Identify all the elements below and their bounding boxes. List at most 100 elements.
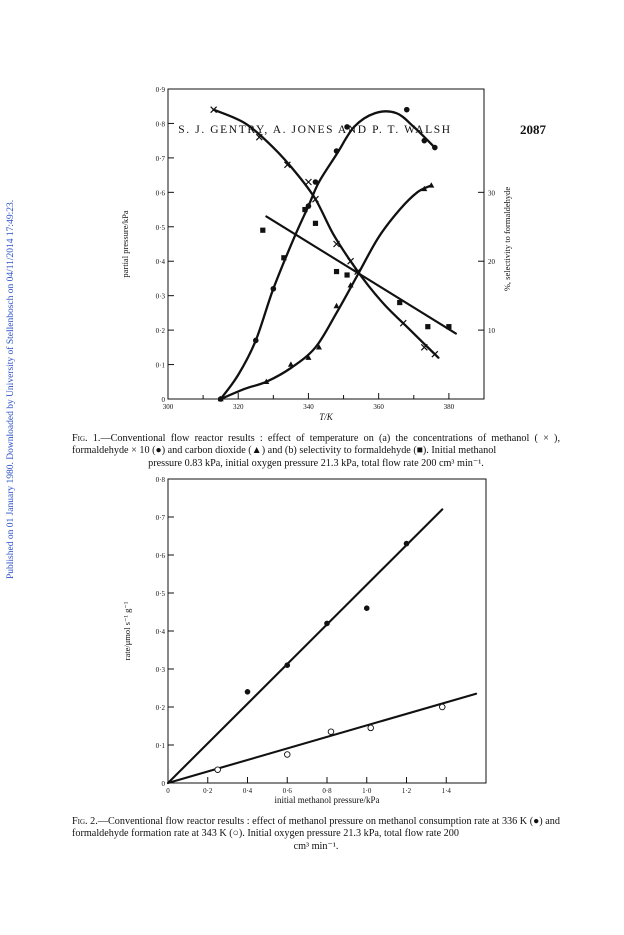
fig2-point-open-circle <box>439 703 446 711</box>
fig1-point-filled-triangle <box>287 361 294 367</box>
figure-1-caption-label: Fig. 1. <box>72 433 101 444</box>
fig1-point-filled-triangle <box>263 378 270 384</box>
fig2-y-tick-label: 0·2 <box>156 704 166 712</box>
fig1-y-tick-label: 0·8 <box>156 120 166 128</box>
figure-1-chart: 0 0·1 0·2 0·3 0·4 0·5 0·6 0·7 0·8 0·9 300 320 340 360… <box>120 86 512 422</box>
fig2-y-tick-label: 0·8 <box>156 476 166 484</box>
fig1-point-cross <box>431 350 439 358</box>
fig1-y-tick-label: 0·7 <box>156 155 166 163</box>
fig2-y-tick-label: 0·6 <box>156 552 166 560</box>
fig1-point-filled-square <box>260 227 266 233</box>
figure-2-caption: Fig. 2.—Conventional flow reactor result… <box>72 816 560 853</box>
fig1-y-tick-label: 0·3 <box>156 293 166 301</box>
fig1-x-tick-label: 320 <box>233 403 244 411</box>
fig2-x-tick-label: 0 <box>166 787 170 795</box>
fig1-x-tick-label: 340 <box>303 403 314 411</box>
fig1-point-filled-square <box>425 324 431 330</box>
fig2-y-tick-label: 0·7 <box>156 514 166 522</box>
fig1-point-filled-triangle <box>217 395 224 402</box>
fig2-point-open-circle <box>214 766 221 773</box>
fig1-point-cross <box>283 161 291 169</box>
fig2-y-tick-label: 0·1 <box>156 742 166 750</box>
fig1-point-cross <box>347 257 355 265</box>
fig2-x-tick-label: 0·4 <box>243 787 253 795</box>
fig1-curve-filled-triangle <box>219 184 433 401</box>
fig1-point-filled-circle <box>344 124 350 130</box>
fig1-y-tick-label: 0·9 <box>156 86 166 94</box>
fig2-x-tick-label: 0·6 <box>283 787 293 795</box>
fig2-point-filled-circle <box>403 540 410 547</box>
fig2-point-filled-circle <box>284 662 291 668</box>
fig1-point-cross <box>420 343 428 351</box>
fig1-point-filled-circle <box>421 137 428 144</box>
fig1-x-axis-label: T/K <box>319 412 334 422</box>
fig2-fit-line-filled-circle <box>166 508 444 785</box>
fig1-point-filled-triangle <box>305 354 312 360</box>
figure-1-caption-text: —Conventional flow reactor results : eff… <box>72 433 560 457</box>
fig1-point-filled-square <box>333 268 340 275</box>
figure-1-caption: Fig. 1.—Conventional flow reactor result… <box>72 433 560 470</box>
fig1-x-tick-label: 380 <box>444 403 455 411</box>
fig2-x-tick-label: 0·8 <box>322 787 332 795</box>
figure-2-caption-last-line: cm³ min⁻¹. <box>293 840 339 852</box>
fig2-x-axis-label: initial methanol pressure/kPa <box>275 795 380 805</box>
fig1-y2-axis-label: %, selectivity to formaldehyde <box>502 187 512 292</box>
fig2-y-axis-label: rate/μmol s⁻¹ g⁻¹ <box>122 601 132 660</box>
fig1-y-tick-label: 0·5 <box>156 224 166 232</box>
figure-1-caption-last-line: pressure 0.83 kPa, initial oxygen pressu… <box>148 457 484 469</box>
fig1-y-tick-label: 0 <box>162 396 166 404</box>
fig2-y-tick-label: 0·3 <box>156 666 166 674</box>
fig2-y-tick-label: 0·4 <box>156 628 166 636</box>
fig1-point-filled-square <box>281 255 287 261</box>
fig1-point-filled-square <box>446 324 452 330</box>
fig1-point-filled-circle <box>270 285 277 292</box>
fig1-point-cross <box>210 106 218 114</box>
fig2-point-open-circle <box>284 751 291 758</box>
fig2-x-tick-label: 1·2 <box>402 787 412 795</box>
figure-2-caption-text: —Conventional flow reactor results : eff… <box>72 816 560 840</box>
fig1-point-cross <box>399 319 407 327</box>
fig1-point-filled-triangle <box>347 282 354 288</box>
running-header: S. J. GENTRY, A. JONES AND P. T. WALSH 2… <box>0 62 624 137</box>
fig1-y-tick-label: 0·1 <box>156 362 166 370</box>
fig2-y-tick-label: 0·5 <box>156 590 166 598</box>
fig1-point-cross <box>305 178 312 186</box>
fig1-point-filled-square <box>397 299 403 306</box>
fig1-y-tick-label: 0·6 <box>156 189 166 197</box>
fig2-x-tick-label: 0·2 <box>203 787 213 795</box>
fig1-y2-tick-label: 30 <box>488 189 496 197</box>
fig1-point-filled-square <box>302 206 308 213</box>
fig1-point-filled-triangle <box>428 182 435 188</box>
fig1-y2-tick-label: 20 <box>488 258 496 266</box>
fig1-point-cross <box>255 133 263 141</box>
figure-2-caption-label: Fig. 2. <box>72 816 98 827</box>
fig1-point-filled-circle <box>333 148 340 154</box>
fig1-x-tick-label: 300 <box>163 403 174 411</box>
fig1-x-tick-label: 360 <box>373 403 384 411</box>
fig2-x-tick-label: 1·4 <box>442 787 452 795</box>
fig1-point-filled-triangle <box>333 302 340 309</box>
fig2-point-filled-circle <box>363 605 370 611</box>
fig2-point-filled-circle <box>324 620 330 627</box>
fig1-point-filled-circle <box>403 106 410 113</box>
fig2-point-open-circle <box>367 724 374 732</box>
fig1-point-filled-square <box>312 220 319 226</box>
fig1-point-filled-circle <box>432 144 438 151</box>
fig1-point-filled-circle <box>252 337 259 344</box>
fig1-point-filled-square <box>344 272 350 278</box>
fig2-y-tick-label: 0 <box>162 780 166 788</box>
fig1-curve-cross <box>212 108 440 359</box>
fig2-point-filled-circle <box>244 689 251 695</box>
fig1-point-filled-triangle <box>421 185 428 192</box>
fig1-y2-tick-label: 10 <box>488 327 496 335</box>
fig2-point-open-circle <box>327 728 335 735</box>
fig1-point-filled-circle <box>312 179 319 185</box>
fig1-frame <box>167 88 485 400</box>
fig1-y-axis-label: partial pressure/kPa <box>120 210 130 277</box>
fig1-point-cross <box>312 195 319 203</box>
figure-2-chart: 0 0·1 0·2 0·3 0·4 0·5 0·6 0·7 0·8 0 0·2 0·4 0·6 0·8 1·… <box>122 476 487 805</box>
running-head-authors: S. J. GENTRY, A. JONES AND P. T. WALSH <box>178 124 452 136</box>
fig1-point-cross <box>333 240 340 248</box>
fig1-y-tick-label: 0·2 <box>156 327 166 335</box>
fig2-x-tick-label: 1·0 <box>362 787 372 795</box>
